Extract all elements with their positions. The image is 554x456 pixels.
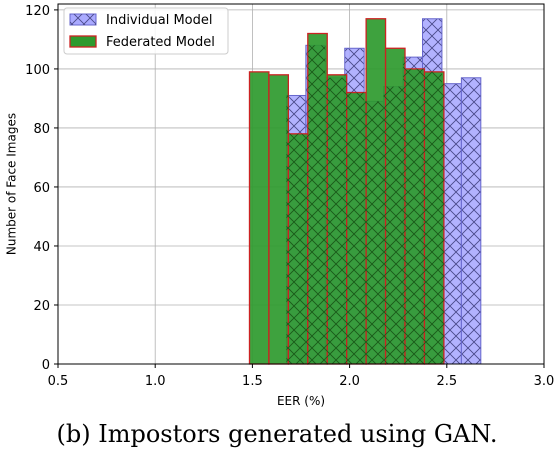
- bar-overlap-hatch: [441, 83, 444, 365]
- bar-overlap-hatch: [422, 68, 425, 364]
- y-tick-label: 120: [25, 4, 50, 19]
- legend-swatch-federated: [69, 35, 97, 48]
- bar-overlap-hatch: [325, 77, 328, 364]
- bar-overlap-hatch: [383, 86, 386, 364]
- y-tick-label: 100: [25, 63, 50, 78]
- bar-overlap-hatch: [424, 71, 442, 365]
- x-tick-label: 1.5: [242, 374, 263, 389]
- bar-federated: [268, 74, 290, 365]
- legend: Individual Model Federated Model: [63, 7, 229, 55]
- x-axis-label: EER (%): [277, 394, 325, 408]
- bar-overlap-hatch: [366, 101, 384, 365]
- bar-overlap-hatch: [286, 95, 289, 365]
- y-tick-label: 40: [33, 240, 50, 255]
- bar-overlap-hatch: [344, 74, 347, 364]
- bar-overlap-hatch: [327, 77, 345, 364]
- legend-label-individual: Individual Model: [106, 13, 212, 28]
- x-tick-label: 2.0: [339, 374, 360, 389]
- figure-caption: (b) Impostors generated using GAN.: [56, 420, 498, 448]
- bar-individual-hatch: [441, 83, 462, 365]
- y-tick-label: 0: [42, 358, 50, 373]
- plot-area-frame: [57, 3, 545, 365]
- bar-overlap-hatch: [307, 45, 326, 365]
- axis-ticks: 0.5 1.0 1.5 2.0 2.5 3.0 0 20 40 60 80 100 120: [25, 4, 554, 389]
- x-tick-label: 2.5: [436, 374, 457, 389]
- legend-swatch-individual-hatch: [70, 14, 96, 25]
- y-tick-label: 80: [33, 122, 50, 137]
- histogram-chart: 0.5 1.0 1.5 2.0 2.5 3.0 0 20 40 60 80 100 120 EER (%…: [5, 3, 554, 408]
- bar-overlap-hatch: [385, 86, 404, 364]
- bar-overlap-hatch: [405, 68, 423, 364]
- bar-overlap-hatch: [403, 57, 406, 365]
- bar-individual-hatch: [460, 77, 482, 365]
- y-tick-label: 20: [33, 299, 50, 314]
- bar-overlap-hatch: [364, 101, 367, 365]
- y-tick-label: 60: [33, 181, 50, 196]
- bar-federated: [248, 71, 270, 365]
- y-axis-label: Number of Face Images: [5, 113, 19, 255]
- legend-box: [63, 7, 229, 55]
- bar-overlap-hatch: [346, 92, 365, 364]
- x-tick-label: 0.5: [48, 374, 69, 389]
- x-tick-label: 1.0: [145, 374, 166, 389]
- bar-overlap-hatch: [305, 133, 308, 364]
- bar-overlap-hatch: [288, 133, 306, 364]
- x-tick-label: 3.0: [534, 374, 554, 389]
- legend-label-federated: Federated Model: [106, 35, 215, 50]
